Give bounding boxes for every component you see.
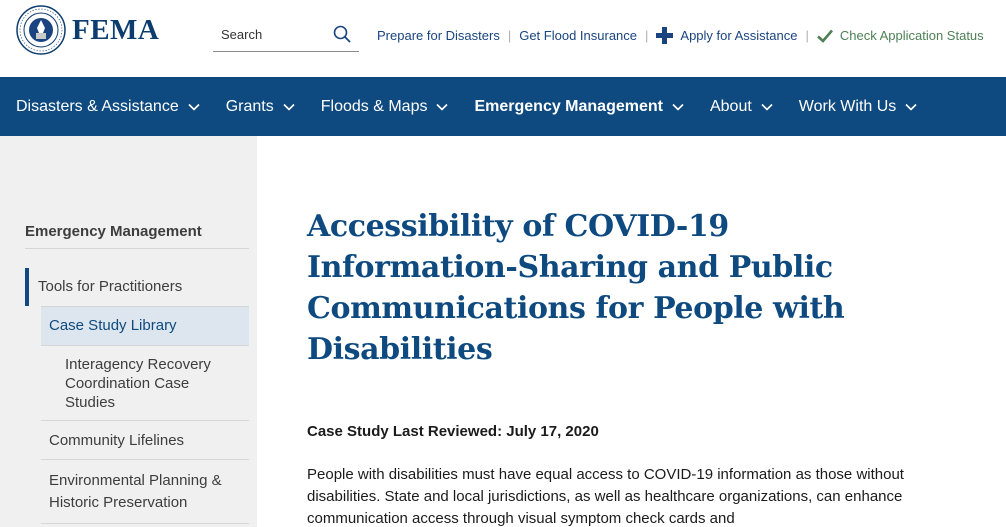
sidebar-section-tools[interactable]: Tools for Practitioners [25, 268, 249, 306]
nav-about[interactable]: About [710, 98, 773, 116]
nav-emergency-management[interactable]: Emergency Management [474, 98, 684, 116]
nav-label: About [709, 97, 752, 115]
nav-label: Disasters & Assistance [16, 97, 179, 115]
last-reviewed: Case Study Last Reviewed: July 17, 2020 [307, 423, 599, 440]
divider: | [645, 28, 649, 43]
main-content: Accessibility of COVID-19 Information-Sh… [307, 206, 947, 370]
sidebar-item-environmental-planning[interactable]: Environmental Planning & Historic Preser… [41, 460, 249, 524]
check-status-link[interactable]: Check Application Status [839, 28, 984, 43]
divider: | [507, 28, 512, 43]
nav-label: Floods & Maps [320, 97, 428, 115]
divider: | [805, 28, 809, 43]
sidebar: Emergency Management Tools for Practitio… [0, 136, 257, 527]
intro-paragraph: People with disabilities must have equal… [307, 466, 904, 527]
nav-label: Grants [225, 97, 274, 115]
prepare-link[interactable]: Prepare for Disasters [377, 28, 500, 43]
logo-text: FEMA [72, 13, 160, 46]
site-header: FEMA Prepare for Disasters | Get Flood I… [0, 0, 1006, 77]
nav-floods-maps[interactable]: Floods & Maps [321, 98, 449, 116]
sidebar-title[interactable]: Emergency Management [25, 223, 249, 249]
nav-work-with-us[interactable]: Work With Us [799, 98, 917, 116]
apply-assistance-link[interactable]: Apply for Assistance [680, 28, 798, 43]
page-title: Accessibility of COVID-19 Information-Sh… [307, 209, 845, 367]
flood-insurance-link[interactable]: Get Flood Insurance [519, 28, 638, 43]
sidebar-list: Case Study Library Interagency Recovery … [41, 306, 249, 524]
main-nav: Disasters & Assistance Grants Floods & M… [0, 77, 1006, 136]
nav-label: Emergency Management [474, 97, 663, 115]
chevron-down-icon [188, 103, 200, 111]
fema-logo[interactable]: FEMA [16, 5, 159, 55]
nav-label: Work With Us [798, 97, 897, 115]
search-icon[interactable] [333, 25, 351, 43]
utility-links: Prepare for Disasters | Get Flood Insura… [377, 27, 984, 44]
search-box [213, 18, 359, 52]
sidebar-item-interagency-recovery[interactable]: Interagency Recovery Coordination Case S… [41, 346, 249, 421]
chevron-down-icon [905, 103, 917, 111]
chevron-down-icon [672, 103, 684, 111]
check-icon [816, 29, 833, 43]
plus-icon [656, 27, 674, 44]
chevron-down-icon [283, 103, 295, 111]
search-input[interactable] [221, 27, 331, 42]
sidebar-item-community-lifelines[interactable]: Community Lifelines [41, 421, 249, 460]
nav-disasters-assistance[interactable]: Disasters & Assistance [16, 98, 200, 116]
nav-grants[interactable]: Grants [226, 98, 295, 116]
chevron-down-icon [436, 103, 449, 111]
sidebar-item-case-study-library[interactable]: Case Study Library [41, 306, 249, 346]
chevron-down-icon [761, 103, 773, 111]
dhs-seal-icon [16, 5, 66, 55]
